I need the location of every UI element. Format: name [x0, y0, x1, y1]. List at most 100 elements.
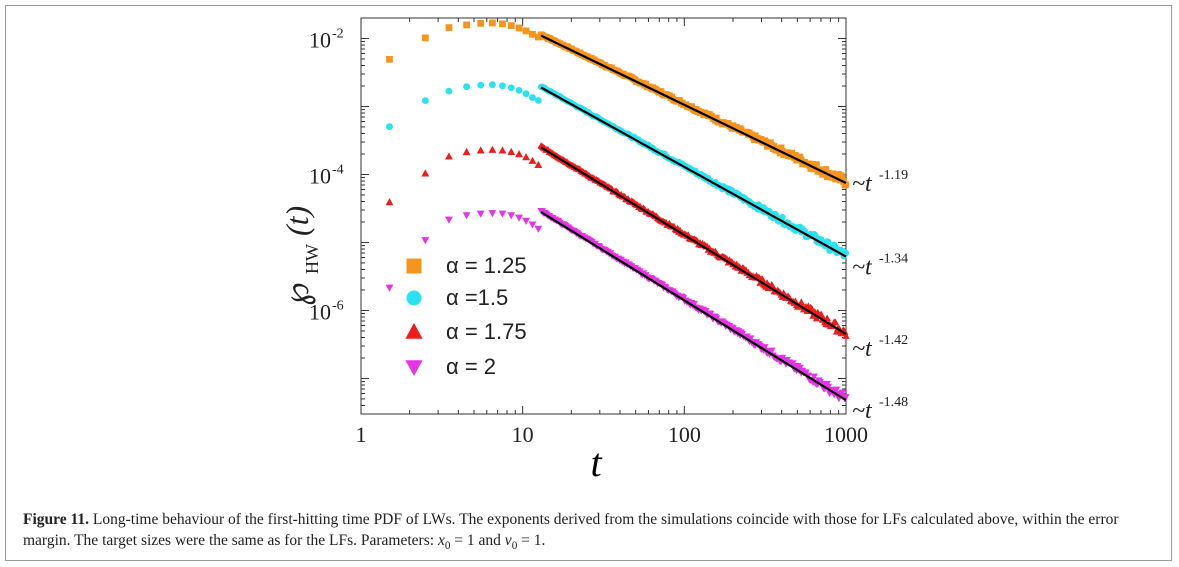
y-tick-label-exponent: -2	[332, 26, 344, 41]
series-layer	[385, 19, 850, 403]
x-axis-label: t	[590, 440, 602, 485]
data-point	[746, 335, 755, 343]
fit-label-exponent: -1.19	[879, 168, 908, 183]
data-point	[817, 310, 825, 318]
data-point	[507, 22, 515, 30]
data-point	[758, 275, 767, 283]
data-point	[822, 166, 830, 173]
data-point	[507, 147, 516, 155]
data-point	[529, 94, 536, 101]
y-label-argument: (t)	[279, 206, 315, 236]
data-point	[831, 318, 840, 326]
param1-var: x	[437, 532, 445, 549]
y-tick-label: 10	[309, 299, 331, 324]
data-point	[445, 152, 453, 160]
y-tick-label: 10	[309, 163, 331, 188]
data-point	[515, 150, 523, 158]
y-axis-label: ℘ HW (t)	[277, 206, 322, 306]
data-point	[515, 214, 523, 222]
data-point	[820, 171, 827, 178]
param2-var: v	[504, 532, 512, 549]
data-point	[462, 147, 471, 156]
fit-label: ~t	[852, 336, 873, 362]
data-point	[386, 55, 393, 63]
fit-label: ~t	[852, 398, 873, 424]
data-point	[507, 212, 516, 220]
param2-value: = 1	[517, 532, 542, 549]
y-label-symbol: ℘	[277, 282, 317, 306]
data-point	[823, 314, 831, 322]
data-point	[488, 145, 497, 153]
x-tick-label: 100	[668, 422, 701, 447]
legend-marker	[406, 258, 422, 274]
data-point	[832, 386, 841, 394]
data-point	[768, 347, 776, 355]
param1-sub: 0	[444, 540, 451, 553]
param1-value: = 1	[450, 532, 475, 549]
x-tick-label: 10	[512, 422, 534, 447]
data-point	[477, 81, 485, 89]
data-point	[842, 394, 850, 401]
fit-label: ~t	[852, 171, 873, 197]
data-point	[839, 174, 846, 181]
data-point	[463, 83, 471, 91]
data-point	[522, 27, 530, 35]
legend-label: α = 2	[446, 354, 496, 379]
data-point	[534, 97, 542, 104]
data-point	[825, 238, 832, 246]
fit-line-4	[540, 211, 847, 402]
caption-end: .	[541, 532, 546, 549]
fit-lines	[540, 34, 847, 402]
x-tick-label: 1000	[824, 422, 868, 447]
legend-marker	[405, 360, 423, 376]
data-point	[421, 169, 430, 177]
fit-labels: ~t -1.19 ~t -1.34 ~t -1.42 ~t -1.48	[852, 168, 908, 424]
y-tick-label: 10	[309, 27, 331, 52]
data-point	[842, 181, 850, 188]
series-2	[386, 81, 850, 260]
data-point	[690, 301, 698, 308]
fit-label: ~t	[852, 255, 873, 281]
data-point	[386, 123, 393, 131]
data-point	[385, 284, 394, 292]
data-point	[813, 161, 820, 168]
y-label-subscript: HW	[302, 244, 322, 274]
data-point	[792, 151, 799, 159]
data-point	[838, 389, 847, 397]
fit-label-exponent: -1.34	[879, 252, 908, 267]
legend-label: α = 1.25	[446, 253, 527, 278]
data-point	[798, 156, 805, 164]
data-point	[445, 216, 453, 224]
fit-label-exponent: -1.48	[879, 395, 908, 410]
legend: α = 1.25 α =1.5 α = 1.75 α = 2	[405, 253, 527, 379]
x-tick-label: 1	[356, 422, 367, 447]
data-point	[522, 153, 531, 161]
caption-label: Figure 11.	[23, 511, 90, 528]
y-tick-label-exponent: -6	[332, 298, 344, 313]
fit-line-3	[540, 146, 847, 335]
fit-label-exponent: -1.42	[879, 333, 908, 348]
data-point	[810, 373, 818, 381]
data-point	[534, 225, 543, 233]
data-point	[445, 87, 453, 95]
data-point	[522, 217, 531, 225]
data-point	[476, 210, 485, 218]
param2-sub: 0	[511, 540, 518, 553]
figure-caption: Figure 11. Long-time behaviour of the fi…	[23, 509, 1168, 557]
data-point	[499, 82, 506, 90]
legend-marker	[406, 290, 422, 306]
data-point	[385, 198, 394, 206]
data-point	[779, 213, 786, 221]
legend-marker	[405, 323, 423, 339]
data-point	[498, 210, 507, 218]
data-point	[477, 19, 485, 27]
data-point	[528, 156, 537, 164]
caption-text: Long-time behaviour of the first-hitting…	[23, 511, 1119, 549]
data-point	[528, 221, 537, 229]
data-point	[515, 86, 523, 94]
data-point	[421, 237, 430, 245]
data-point	[507, 84, 515, 92]
figure-frame: 1 10 100 1000 10 -2 10 -4 10 -6 ~t -1.19 ~t -1.34 ~t -…	[5, 5, 1172, 561]
